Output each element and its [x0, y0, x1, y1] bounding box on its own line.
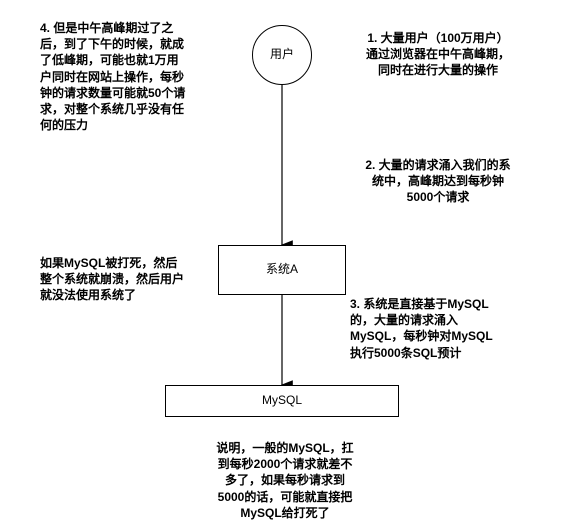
- note-4: 4. 但是中午高峰期过了之 后，到了下午的时候，就成 了低峰期，可能也就1万用 …: [40, 20, 215, 133]
- note-1: 1. 大量用户（100万用户） 通过浏览器在中午高峰期， 同时在进行大量的操作: [348, 30, 528, 79]
- note-5: 如果MySQL被打死，然后 整个系统就崩溃，然后用户 就没法使用系统了: [40, 255, 215, 304]
- note-2: 2. 大量的请求涌入我们的系 统中，高峰期达到每秒钟 5000个请求: [348, 157, 528, 206]
- node-user-label: 用户: [270, 47, 294, 63]
- note-6: 说明，一般的MySQL，扛 到每秒2000个请求就差不 多了，如果每秒请求到 5…: [195, 440, 375, 521]
- node-user: 用户: [252, 25, 312, 85]
- diagram-canvas: 用户 系统A MySQL 1. 大量用户（100万用户） 通过浏览器在中午高峰期…: [0, 0, 562, 528]
- node-mysql: MySQL: [165, 385, 399, 417]
- node-system-a-label: 系统A: [266, 262, 298, 278]
- note-3: 3. 系统是直接基于MySQL 的，大量的请求涌入 MySQL，每秒钟对MySQ…: [350, 296, 540, 361]
- node-system-a: 系统A: [218, 245, 346, 295]
- node-mysql-label: MySQL: [262, 393, 302, 409]
